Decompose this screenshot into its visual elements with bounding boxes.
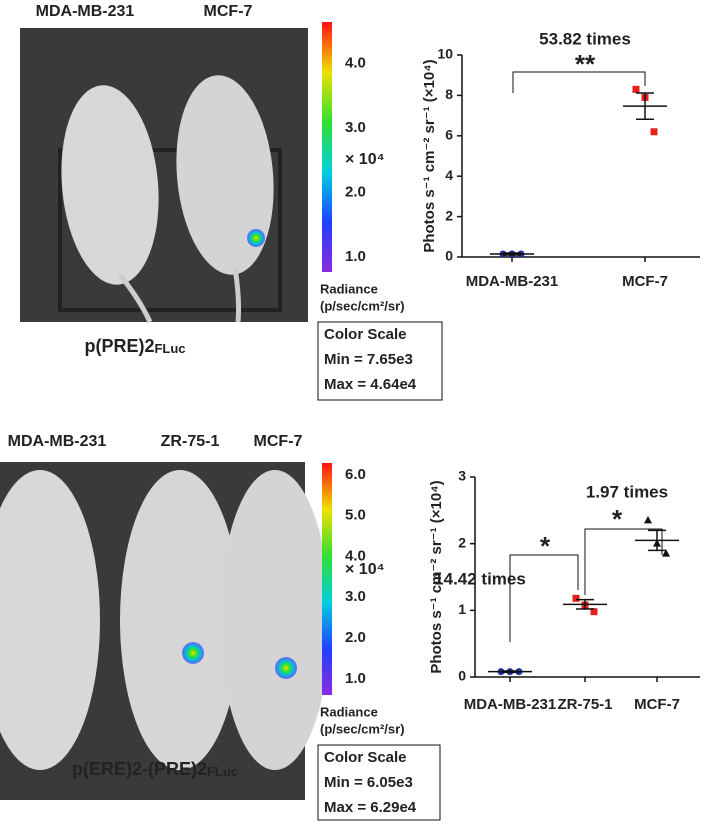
- data-point: [590, 608, 598, 616]
- colorbar: [322, 22, 332, 272]
- error-bar: [648, 529, 666, 552]
- colorbar-tick-label: 4.0: [345, 547, 366, 564]
- y-tick-label: 10: [437, 46, 453, 62]
- color-scale-min: Min = 6.05e3: [324, 774, 413, 791]
- color-scale-title: Color Scale: [324, 326, 407, 343]
- x-tick-label: MDA-MB-231: [466, 273, 559, 290]
- unit-detail: (p/sec/cm²/sr): [320, 721, 405, 736]
- annotation: 53.82 times: [539, 29, 631, 48]
- lane-label: MDA-MB-231: [8, 433, 107, 450]
- colorbar-tick-label: 4.0: [345, 54, 366, 71]
- colorbar-tick-label: 3.0: [345, 588, 366, 605]
- colorbar-tick-label: 5.0: [345, 507, 366, 524]
- unit-detail: (p/sec/cm²/sr): [320, 298, 405, 313]
- y-tick-label: 1: [458, 601, 466, 617]
- x-tick-label: MDA-MB-231: [464, 696, 557, 713]
- annotation: 14.42 times: [434, 569, 526, 588]
- caption-sub: FLuc: [154, 341, 185, 356]
- color-scale-title: Color Scale: [324, 749, 407, 766]
- data-point: [662, 549, 670, 557]
- annotation: 1.97 times: [586, 482, 668, 501]
- lane-label: MCF-7: [254, 433, 303, 450]
- colorbar-tick-label: 6.0: [345, 466, 366, 483]
- y-axis-label: Photos s⁻¹ cm⁻² sr⁻¹ (×10⁴): [428, 480, 445, 673]
- colorbar-tick-label: 1.0: [345, 670, 366, 687]
- x-tick-label: MCF-7: [622, 273, 668, 290]
- significance-bracket: [509, 554, 579, 642]
- y-tick-label: 2: [458, 534, 466, 550]
- colorbar-multiplier: × 10⁴: [345, 561, 385, 578]
- color-scale-max: Max = 6.29e4: [324, 799, 417, 816]
- lane-label: ZR-75-1: [161, 433, 220, 450]
- y-tick-label: 2: [445, 207, 453, 223]
- y-tick-label: 3: [458, 468, 466, 484]
- panel-caption: p(PRE)2FLuc: [84, 336, 185, 357]
- lane-label: MCF-7: [204, 3, 253, 20]
- color-scale-box: [317, 744, 441, 821]
- color-scale-min: Min = 7.65e3: [324, 351, 413, 368]
- x-tick-label: MCF-7: [634, 696, 680, 713]
- annotation: *: [612, 504, 623, 534]
- significance-bracket: [512, 71, 646, 93]
- x-tick-label: ZR-75-1: [557, 696, 612, 713]
- data-point: [572, 594, 580, 602]
- data-point: [632, 85, 640, 93]
- data-point: [650, 128, 658, 136]
- colorbar-tick-label: 2.0: [345, 183, 366, 200]
- colorbar-multiplier: × 10⁴: [345, 151, 385, 168]
- error-bar: [636, 92, 654, 120]
- y-tick-label: 0: [458, 668, 466, 684]
- colorbar-tick-label: 3.0: [345, 119, 366, 136]
- y-tick-label: 0: [445, 248, 453, 264]
- mouse-photo: [20, 28, 308, 324]
- y-tick-label: 4: [445, 167, 453, 183]
- color-scale-box: [317, 321, 443, 401]
- unit-label: Radiance: [320, 281, 378, 296]
- error-bar: [501, 670, 519, 674]
- panel-caption: p(ERE)2-(PRE)2FLuc: [72, 759, 238, 780]
- lane-label: MDA-MB-231: [36, 3, 135, 20]
- y-tick-label: 6: [445, 127, 453, 143]
- error-bar: [503, 252, 521, 256]
- significance-bracket: [584, 528, 663, 595]
- data-point: [644, 515, 652, 524]
- caption-main: p(ERE)2-(PRE)2: [72, 759, 207, 779]
- mouse-photo: [0, 462, 330, 800]
- colorbar: [322, 463, 332, 695]
- error-bar: [576, 598, 594, 610]
- caption-main: p(PRE)2: [84, 336, 154, 356]
- annotation: *: [540, 531, 551, 561]
- y-tick-label: 8: [445, 86, 453, 102]
- colorbar-tick-label: 2.0: [345, 629, 366, 646]
- annotation: **: [575, 49, 596, 79]
- unit-label: Radiance: [320, 704, 378, 719]
- y-axis-label: Photos s⁻¹ cm⁻² sr⁻¹ (×10⁴): [421, 59, 438, 252]
- color-scale-max: Max = 4.64e4: [324, 376, 417, 393]
- caption-sub: FLuc: [207, 764, 238, 779]
- colorbar-tick-label: 1.0: [345, 248, 366, 265]
